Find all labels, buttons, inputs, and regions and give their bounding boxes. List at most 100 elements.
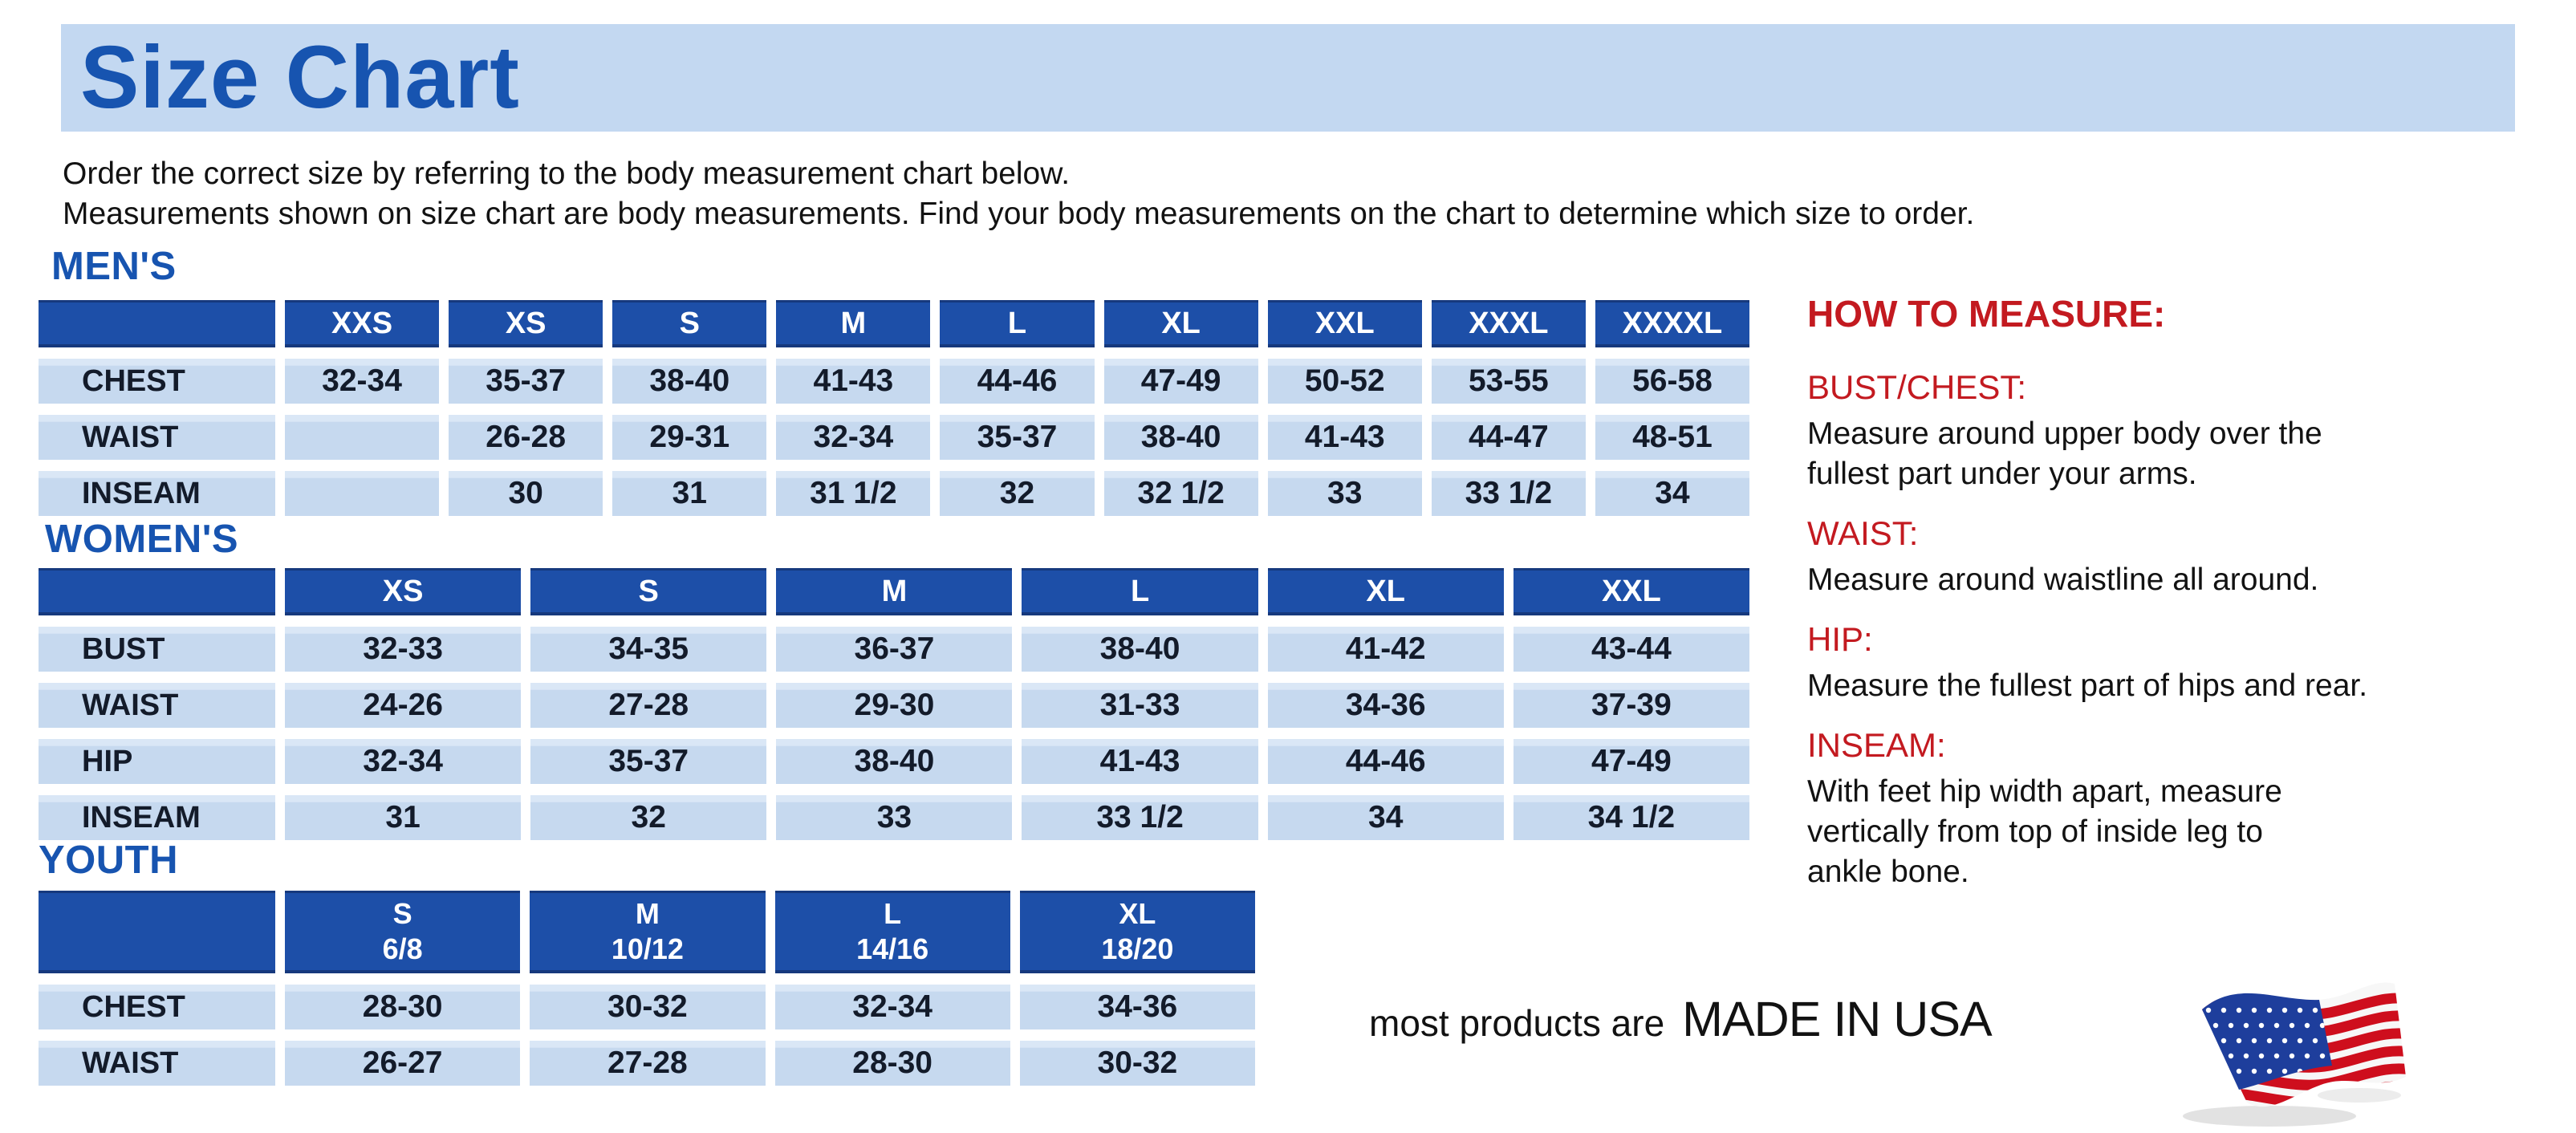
measurement-cell: 32 1/2 <box>1103 471 1258 516</box>
measurement-cell: 38-40 <box>776 739 1013 784</box>
table-row: INSEAM 31 32 33 33 1/2 34 34 1/2 <box>39 795 1749 840</box>
measurement-cell: 34 1/2 <box>1513 795 1749 840</box>
measurement-cell <box>285 415 440 460</box>
measurement-cell: 44-47 <box>1431 415 1586 460</box>
measurement-cell: 27-28 <box>530 1041 766 1086</box>
measurement-cell: 32-34 <box>774 985 1010 1029</box>
measurement-cell: 27-28 <box>530 683 767 728</box>
made-in-usa-prefix: most products are <box>1369 1002 1665 1044</box>
measurement-cell: 34 <box>1595 471 1749 516</box>
size-header-l: L <box>940 300 1095 347</box>
how-to-measure-section: HOW TO MEASURE: BUST/CHEST: Measure arou… <box>1807 294 2576 913</box>
size-header-s: S <box>612 300 767 347</box>
table-row: WAIST 26-28 29-31 32-34 35-37 38-40 41-43 44-47… <box>39 415 1749 460</box>
measurement-cell: 41-43 <box>776 359 931 404</box>
measurement-cell <box>285 471 440 516</box>
measurement-cell: 56-58 <box>1595 359 1749 404</box>
mens-size-table: XXS XS S M L XL XXL XXXL XXXXL CHEST 32-34 35-37 38-… <box>29 289 1759 527</box>
measurement-cell: 41-42 <box>1267 627 1504 672</box>
header-row: XS S M L XL XXL <box>39 568 1749 615</box>
row-label: HIP <box>39 739 275 784</box>
flag-shadow-small <box>2318 1088 2401 1103</box>
made-in-usa-line: most products are MADE IN USA <box>1369 992 1993 1046</box>
corner-cell <box>39 891 275 973</box>
measurement-cell: 26-28 <box>449 415 603 460</box>
size-header-xxl: XXL <box>1513 568 1749 615</box>
measurement-cell: 48-51 <box>1595 415 1749 460</box>
size-header-m: M <box>776 568 1013 615</box>
measurement-cell: 30 <box>449 471 603 516</box>
size-header-s: S <box>530 568 767 615</box>
row-label: CHEST <box>39 985 275 1029</box>
intro-line-2: Measurements shown on size chart are bod… <box>63 197 1975 231</box>
measurement-cell: 41-43 <box>1267 415 1422 460</box>
table-row: INSEAM 30 31 31 1/2 32 32 1/2 33 33 1/2 34 <box>39 471 1749 516</box>
bust-chest-instructions: Measure around upper body over the fulle… <box>1807 416 2322 491</box>
measurement-cell: 33 <box>1267 471 1422 516</box>
measurement-cell: 34 <box>1267 795 1504 840</box>
made-in-usa-emphasis: MADE IN USA <box>1682 992 1993 1046</box>
measurement-cell: 34-36 <box>1267 683 1504 728</box>
size-header-l: L <box>1022 568 1258 615</box>
row-label: WAIST <box>39 415 275 460</box>
size-header-l: L 14/16 <box>774 891 1010 973</box>
measurement-cell: 30-32 <box>1019 1041 1255 1086</box>
corner-cell <box>39 568 275 615</box>
measurement-cell: 33 1/2 <box>1022 795 1258 840</box>
measurement-cell: 29-31 <box>612 415 767 460</box>
size-header-xl: XL 18/20 <box>1019 891 1255 973</box>
size-header-m: M 10/12 <box>530 891 766 973</box>
measurement-cell: 34-35 <box>530 627 767 672</box>
measurement-cell: 35-37 <box>449 359 603 404</box>
measurement-cell: 38-40 <box>1103 415 1258 460</box>
measurement-cell: 32 <box>940 471 1095 516</box>
size-header-xxs: XXS <box>285 300 440 347</box>
table-row: HIP 32-34 35-37 38-40 41-43 44-46 47-49 <box>39 739 1749 784</box>
size-header-xs: XS <box>449 300 603 347</box>
measurement-cell: 26-27 <box>285 1041 521 1086</box>
measurement-cell: 38-40 <box>612 359 767 404</box>
table-row: WAIST 26-27 27-28 28-30 30-32 <box>39 1041 1255 1086</box>
header-row: XXS XS S M L XL XXL XXXL XXXXL <box>39 300 1749 347</box>
measurement-cell: 29-30 <box>776 683 1013 728</box>
table-row: WAIST 24-26 27-28 29-30 31-33 34-36 37-39 <box>39 683 1749 728</box>
measurement-cell: 44-46 <box>1267 739 1504 784</box>
measurement-cell: 31 <box>612 471 767 516</box>
intro-text: Order the correct size by referring to t… <box>63 154 1974 234</box>
size-header-xl: XL <box>1103 300 1258 347</box>
measurement-cell: 28-30 <box>285 985 521 1029</box>
measurement-cell: 35-37 <box>940 415 1095 460</box>
measurement-cell: 32 <box>530 795 767 840</box>
page-title: Size Chart <box>80 28 520 127</box>
table-row: CHEST 32-34 35-37 38-40 41-43 44-46 47-49 50-52… <box>39 359 1749 404</box>
measurement-cell: 37-39 <box>1513 683 1749 728</box>
how-to-measure-title: HOW TO MEASURE: <box>1807 293 2166 335</box>
measurement-cell: 31 1/2 <box>776 471 931 516</box>
row-label: BUST <box>39 627 275 672</box>
size-header-xxxl: XXXL <box>1431 300 1586 347</box>
measurement-cell: 32-33 <box>285 627 522 672</box>
measurement-cell: 35-37 <box>530 739 767 784</box>
measurement-cell: 38-40 <box>1022 627 1258 672</box>
header-row: S 6/8 M 10/12 L 14/16 XL 18/20 <box>39 891 1255 973</box>
measurement-cell: 32-34 <box>285 359 440 404</box>
bust-chest-label: BUST/CHEST: <box>1807 368 2027 406</box>
youth-size-table: S 6/8 M 10/12 L 14/16 XL 18/20 CHEST 28-30 30-… <box>29 879 1265 1097</box>
measurement-cell: 28-30 <box>774 1041 1010 1086</box>
row-label: CHEST <box>39 359 275 404</box>
inseam-instructions: With feet hip width apart, measure verti… <box>1807 774 2282 889</box>
measurement-cell: 33 1/2 <box>1431 471 1586 516</box>
youth-section-heading: YOUTH <box>39 839 178 882</box>
measurement-cell: 36-37 <box>776 627 1013 672</box>
intro-line-1: Order the correct size by referring to t… <box>63 156 1071 191</box>
us-flag-icon <box>2183 982 2406 1127</box>
size-header-xl: XL <box>1267 568 1504 615</box>
size-header-s: S 6/8 <box>285 891 521 973</box>
measurement-cell: 30-32 <box>530 985 766 1029</box>
measurement-cell: 33 <box>776 795 1013 840</box>
table-row: CHEST 28-30 30-32 32-34 34-36 <box>39 985 1255 1029</box>
flag-shadow <box>2183 1106 2356 1127</box>
row-label: INSEAM <box>39 471 275 516</box>
hip-label: HIP: <box>1807 620 1873 658</box>
size-header-xs: XS <box>285 568 522 615</box>
